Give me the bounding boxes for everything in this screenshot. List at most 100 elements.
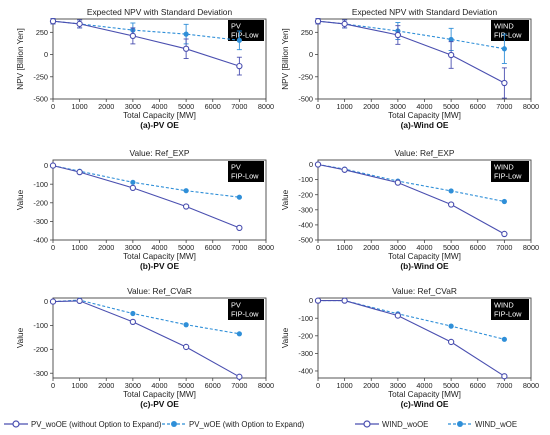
x-tick-label: 6000 xyxy=(205,243,221,252)
y-tick-label: 0 xyxy=(44,161,48,170)
data-point xyxy=(341,166,348,173)
scenario-tag-policy: FIP-Low xyxy=(231,310,259,319)
scenario-tag xyxy=(228,299,264,320)
x-tick-label: 0 xyxy=(316,102,320,111)
data-point xyxy=(314,161,322,168)
x-axis-label: Total Capacity [MW] xyxy=(388,111,461,120)
x-tick-label: 8000 xyxy=(523,381,539,390)
x-tick-label: 1000 xyxy=(337,243,353,252)
y-tick-label: -200 xyxy=(33,198,48,207)
data-point xyxy=(501,198,507,205)
data-point xyxy=(501,373,508,380)
data-point xyxy=(501,230,508,238)
x-tick-label: 1000 xyxy=(337,381,353,390)
y-tick-label: 0 xyxy=(44,50,48,59)
x-tick-label: 8000 xyxy=(258,102,274,111)
x-tick-label: 2000 xyxy=(363,102,379,111)
x-tick-label: 8000 xyxy=(523,102,539,111)
y-tick-label: -300 xyxy=(33,369,48,378)
chart-title: Value: Ref_EXP xyxy=(395,148,455,158)
data-point xyxy=(341,297,348,304)
x-tick-label: 7000 xyxy=(231,243,247,252)
x-tick-label: 1000 xyxy=(337,102,353,111)
y-tick-label: -300 xyxy=(33,217,48,226)
data-point xyxy=(130,179,136,185)
scenario-tag-policy: FIP-Low xyxy=(231,31,259,40)
x-tick-label: 0 xyxy=(316,381,320,390)
x-tick-label: 3000 xyxy=(390,243,406,252)
chart-title: Value: Ref_CVaR xyxy=(392,286,457,296)
x-tick-label: 0 xyxy=(51,381,55,390)
x-tick-label: 0 xyxy=(316,243,320,252)
series-woOE xyxy=(314,18,508,99)
x-tick-label: 8000 xyxy=(258,243,274,252)
y-axis-label: NPV [Billion Yen] xyxy=(16,28,25,89)
y-tick-label: -250 xyxy=(33,72,48,81)
x-tick-label: 6000 xyxy=(205,102,221,111)
data-point xyxy=(447,338,455,346)
series-woOE xyxy=(49,18,243,76)
x-tick-label: 5000 xyxy=(443,243,459,252)
y-axis-label: Value xyxy=(16,189,25,210)
scenario-tag xyxy=(491,20,529,41)
panel-caption: (c)-PV OE xyxy=(140,399,179,409)
data-point xyxy=(236,224,243,232)
data-point xyxy=(182,203,190,210)
scenario-tag-tech: PV xyxy=(231,301,241,310)
x-tick-label: 1000 xyxy=(72,243,88,252)
x-tick-label: 8000 xyxy=(258,381,274,390)
x-tick-label: 6000 xyxy=(470,381,486,390)
legend-marker-wOE xyxy=(448,421,472,427)
chart-panel-c_pv: 0 1000 2000 3000 4000 5000 6000 7000 8000 -300 -20… xyxy=(16,286,274,409)
x-tick-label: 1000 xyxy=(72,381,88,390)
x-axis-label: Total Capacity [MW] xyxy=(123,252,196,261)
x-tick-label: 3000 xyxy=(390,102,406,111)
x-tick-label: 3000 xyxy=(125,381,141,390)
y-tick-label: -400 xyxy=(298,221,313,230)
y-tick-label: -100 xyxy=(33,321,48,330)
scenario-tag xyxy=(491,161,529,182)
data-point xyxy=(182,45,190,52)
scenario-tag-tech: PV xyxy=(231,163,241,172)
x-tick-label: 4000 xyxy=(416,243,432,252)
y-axis-label: Value xyxy=(281,189,290,210)
data-point xyxy=(501,46,507,52)
x-tick-label: 2000 xyxy=(98,243,114,252)
legend-item-pv-woOE: PV_woOE (without Option to Expand) xyxy=(4,417,161,431)
data-point xyxy=(236,331,242,337)
y-tick-label: 0 xyxy=(309,50,313,59)
x-tick-label: 1000 xyxy=(72,102,88,111)
series-woOE xyxy=(49,297,243,380)
chart-panel-c_wind: 0 1000 2000 3000 4000 5000 6000 7000 8000 -400 -30… xyxy=(281,286,539,409)
y-tick-label: 0 xyxy=(309,160,313,169)
legend-marker-woOE xyxy=(4,420,28,428)
data-point xyxy=(314,297,322,304)
x-tick-label: 0 xyxy=(51,243,55,252)
legend-marker-woOE xyxy=(355,420,379,428)
chart-title: Value: Ref_CVaR xyxy=(127,286,192,296)
data-point xyxy=(182,343,190,351)
legend-marker-wOE xyxy=(162,421,186,427)
y-tick-label: -500 xyxy=(298,95,313,104)
x-tick-label: 2000 xyxy=(98,381,114,390)
x-tick-label: 4000 xyxy=(151,381,167,390)
series-woOE xyxy=(314,297,508,380)
y-tick-label: -500 xyxy=(298,236,313,245)
x-tick-label: 7000 xyxy=(231,381,247,390)
y-axis-label: NPV [Billion Yen] xyxy=(281,28,290,89)
series-woOE xyxy=(314,161,508,238)
y-tick-label: 0 xyxy=(309,296,313,305)
x-tick-label: 3000 xyxy=(125,102,141,111)
scenario-tag-tech: PV xyxy=(231,22,241,31)
x-tick-label: 7000 xyxy=(496,381,512,390)
y-tick-label: 250 xyxy=(36,28,48,37)
chart-title: Expected NPV with Standard Deviation xyxy=(352,7,498,17)
chart-title: Value: Ref_EXP xyxy=(130,148,190,158)
y-tick-label: -400 xyxy=(298,367,313,376)
x-tick-label: 5000 xyxy=(443,381,459,390)
x-tick-label: 8000 xyxy=(523,243,539,252)
y-tick-label: -100 xyxy=(298,314,313,323)
y-tick-label: -200 xyxy=(298,331,313,340)
data-point xyxy=(394,31,402,39)
x-tick-label: 2000 xyxy=(98,102,114,111)
